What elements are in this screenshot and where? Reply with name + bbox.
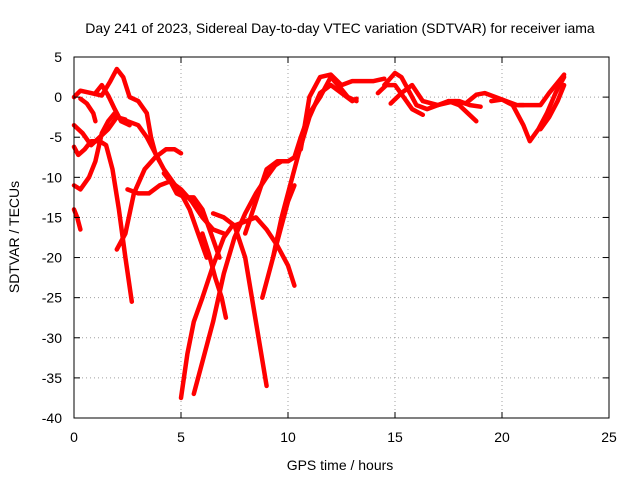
x-axis-label: GPS time / hours (287, 457, 394, 473)
plot-frame (73, 56, 610, 419)
y-tick-label: -15 (42, 209, 62, 225)
y-tick-label: -30 (42, 330, 62, 346)
data-series-arc-f (114, 147, 184, 252)
data-series-arc-aa (516, 72, 567, 108)
y-tick-label: -20 (42, 250, 62, 266)
y-tick-label: 5 (54, 49, 62, 65)
data-series-arc-l (178, 223, 235, 401)
data-series-arc-k (161, 171, 222, 260)
y-tick-label: -40 (42, 410, 62, 426)
x-tick-label: 15 (387, 429, 403, 445)
data-series-arc-u (328, 74, 359, 104)
series-layer (71, 66, 567, 401)
data-series-arc-z (489, 74, 567, 144)
data-series-arc-ab (538, 82, 567, 132)
y-axis-label: SDTVAR / TECUs (6, 181, 22, 293)
x-tick-label: 25 (601, 429, 617, 445)
data-series-arc-e (71, 110, 117, 192)
y-tick-label: -5 (50, 129, 63, 145)
tick-layer: 0 5 10 15 20 25 5 0 -5 -10 -15 -20 -25 -30 -35 -40 (42, 49, 617, 445)
data-series-arc-d (71, 138, 135, 304)
data-series-arc-y (446, 98, 479, 124)
data-series-arc-a (71, 66, 162, 164)
data-series-arc-n (200, 231, 229, 320)
data-series-arc-x (375, 82, 426, 118)
y-tick-label: -10 (42, 169, 62, 185)
data-series-arc-b (93, 82, 132, 128)
x-tick-label: 0 (70, 429, 78, 445)
grid-layer (74, 57, 609, 418)
data-series-arc-p (232, 215, 297, 288)
x-tick-label: 5 (177, 429, 185, 445)
x-tick-label: 20 (494, 429, 510, 445)
data-series-arc-o (210, 211, 269, 389)
chart-title: Day 241 of 2023, Sidereal Day-to-day VTE… (85, 20, 595, 36)
y-tick-label: 0 (54, 89, 62, 105)
y-tick-label: -35 (42, 370, 62, 386)
data-series-arc-h (78, 96, 98, 124)
y-tick-label: -25 (42, 290, 62, 306)
x-tick-label: 10 (280, 429, 296, 445)
